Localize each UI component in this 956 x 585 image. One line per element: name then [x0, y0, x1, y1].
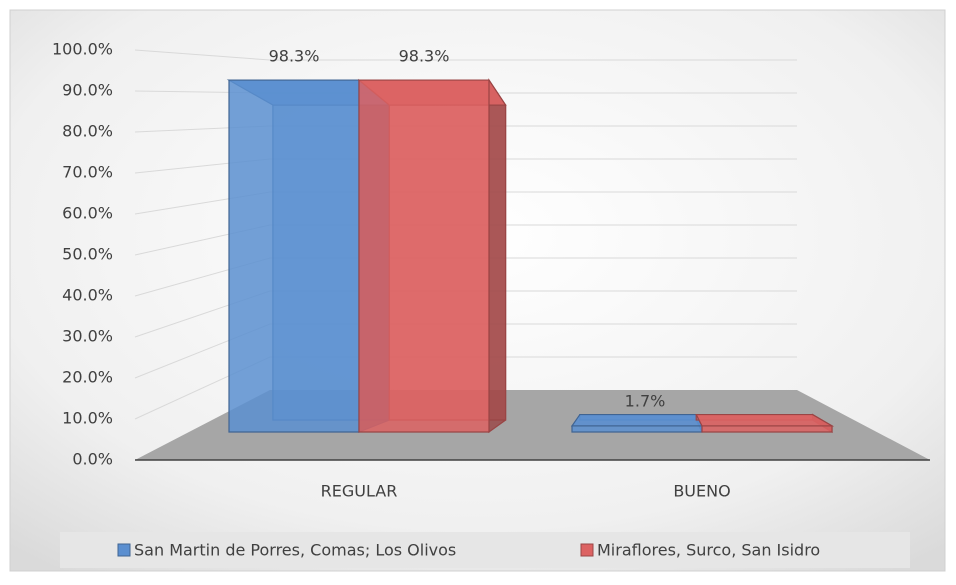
y-tick-label: 0.0%	[72, 450, 113, 469]
bar	[570, 413, 703, 433]
bar-front	[571, 425, 703, 433]
legend	[60, 532, 910, 568]
y-tick-label: 30.0%	[62, 327, 113, 346]
legend-label: Miraflores, Surco, San Isidro	[597, 541, 820, 560]
x-tick-label: REGULAR	[321, 482, 398, 501]
y-tick-label: 60.0%	[62, 204, 113, 223]
data-label: 98.3%	[399, 47, 450, 66]
y-tick-label: 50.0%	[62, 245, 113, 264]
x-tick-label: BUENO	[673, 482, 730, 501]
bar	[695, 413, 835, 434]
legend-swatch	[580, 543, 594, 557]
grid-line	[134, 49, 797, 61]
data-label: 98.3%	[269, 47, 320, 66]
bar-side	[488, 78, 507, 434]
y-tick-label: 100.0%	[52, 40, 113, 59]
legend-label: San Martin de Porres, Comas; Los Olivos	[134, 541, 456, 560]
data-label: 1.7%	[625, 391, 666, 410]
y-tick-label: 10.0%	[62, 409, 113, 428]
bar-front	[701, 425, 833, 433]
bar-front	[228, 79, 360, 433]
legend-swatch	[117, 543, 131, 557]
bar-top	[695, 413, 835, 427]
bar	[357, 78, 507, 434]
bar-front	[358, 79, 490, 433]
y-tick-label: 20.0%	[62, 368, 113, 387]
y-tick-label: 70.0%	[62, 163, 113, 182]
y-tick-label: 40.0%	[62, 286, 113, 305]
bar-top	[570, 413, 703, 427]
y-tick-label: 80.0%	[62, 122, 113, 141]
y-tick-label: 90.0%	[62, 81, 113, 100]
